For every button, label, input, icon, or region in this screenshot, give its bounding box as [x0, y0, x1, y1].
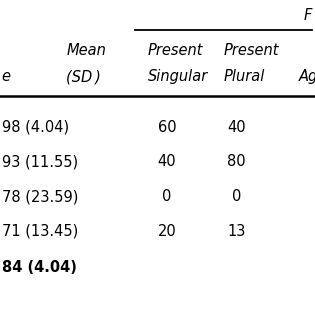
- Text: Mean: Mean: [66, 43, 106, 58]
- Text: 20: 20: [158, 224, 176, 239]
- Text: 40: 40: [227, 120, 246, 135]
- Text: Present: Present: [224, 43, 279, 58]
- Text: e: e: [2, 69, 11, 84]
- Text: 13: 13: [227, 224, 245, 239]
- Text: 71 (13.45): 71 (13.45): [2, 224, 78, 239]
- Text: 60: 60: [158, 120, 176, 135]
- Text: 98 (4.04): 98 (4.04): [2, 120, 69, 135]
- Text: 0: 0: [162, 189, 172, 204]
- Text: Ag: Ag: [299, 69, 315, 84]
- Text: 78 (23.59): 78 (23.59): [2, 189, 78, 204]
- Text: 84 (4.04): 84 (4.04): [2, 260, 77, 275]
- Text: F: F: [303, 8, 312, 23]
- Text: Singular: Singular: [148, 69, 208, 84]
- Text: 0: 0: [232, 189, 241, 204]
- Text: Present: Present: [148, 43, 203, 58]
- Text: (SD ): (SD ): [66, 69, 101, 84]
- Text: 40: 40: [158, 154, 176, 169]
- Text: 80: 80: [227, 154, 246, 169]
- Text: 93 (11.55): 93 (11.55): [2, 154, 78, 169]
- Text: Plural: Plural: [224, 69, 265, 84]
